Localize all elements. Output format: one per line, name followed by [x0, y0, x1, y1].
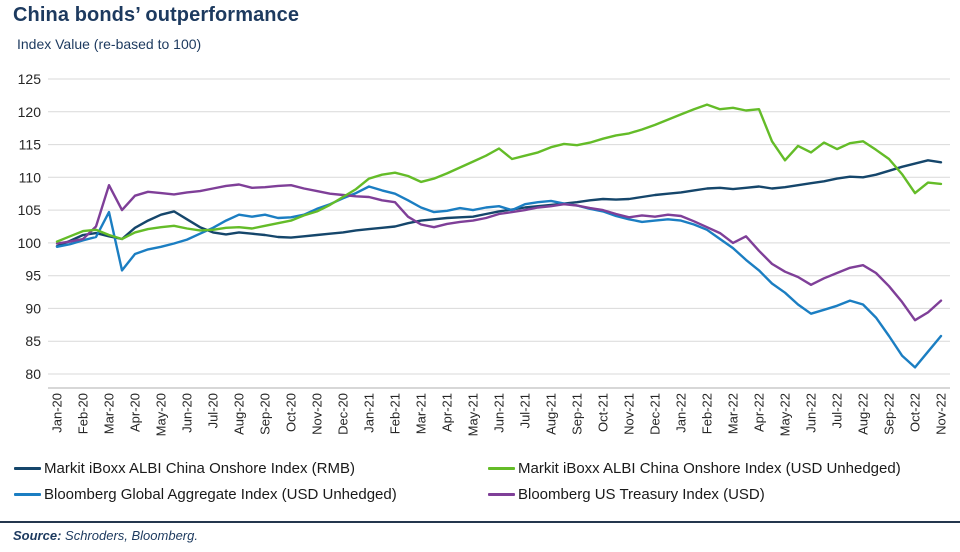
legend-swatch: [14, 467, 41, 470]
svg-text:Dec-20: Dec-20: [336, 393, 351, 435]
svg-text:May-20: May-20: [154, 393, 169, 436]
svg-text:Oct-20: Oct-20: [284, 393, 299, 432]
svg-text:Mar-21: Mar-21: [414, 393, 429, 434]
source-value: Schroders, Bloomberg.: [61, 528, 198, 543]
svg-text:Nov-21: Nov-21: [622, 393, 637, 435]
svg-text:Jun-21: Jun-21: [492, 393, 507, 433]
svg-text:Aug-20: Aug-20: [232, 393, 247, 435]
y-axis-title: Index Value (re-based to 100): [17, 36, 202, 52]
svg-text:115: 115: [19, 137, 42, 153]
svg-text:Jul-20: Jul-20: [206, 393, 221, 428]
svg-text:Jul-22: Jul-22: [830, 393, 845, 428]
svg-text:Aug-22: Aug-22: [856, 393, 871, 435]
svg-text:Jan-22: Jan-22: [674, 393, 689, 433]
svg-text:Oct-22: Oct-22: [908, 393, 923, 432]
svg-text:Apr-20: Apr-20: [128, 393, 143, 432]
svg-text:Jun-20: Jun-20: [180, 393, 195, 433]
svg-text:110: 110: [19, 169, 42, 185]
svg-text:May-21: May-21: [466, 393, 481, 436]
legend-label: Markit iBoxx ALBI China Onshore Index (U…: [518, 460, 901, 477]
svg-text:Apr-22: Apr-22: [752, 393, 767, 432]
line-chart: 80 85 90 95 100 105 110 115 120 125 Jan-20 Feb-20 Ma…: [18, 71, 950, 436]
svg-text:May-22: May-22: [778, 393, 793, 436]
svg-text:125: 125: [18, 71, 42, 87]
svg-text:Oct-21: Oct-21: [596, 393, 611, 432]
svg-text:100: 100: [18, 235, 42, 251]
legend-swatch: [488, 467, 515, 470]
svg-text:95: 95: [25, 268, 41, 284]
legend-label: Bloomberg US Treasury Index (USD): [518, 486, 765, 503]
chart-legend: Markit iBoxx ALBI China Onshore Index (R…: [14, 460, 952, 503]
svg-text:Mar-20: Mar-20: [102, 393, 117, 434]
svg-text:Dec-21: Dec-21: [648, 393, 663, 435]
svg-text:Jul-21: Jul-21: [518, 393, 533, 428]
footer-divider: [0, 521, 960, 523]
page-title: China bonds’ outperformance: [13, 4, 300, 26]
svg-text:Feb-22: Feb-22: [700, 393, 715, 434]
svg-text:80: 80: [25, 366, 41, 382]
svg-text:Apr-21: Apr-21: [440, 393, 455, 432]
svg-text:Nov-22: Nov-22: [934, 393, 949, 435]
svg-text:Aug-21: Aug-21: [544, 393, 559, 435]
source-text: Source: Schroders, Bloomberg.: [13, 528, 198, 543]
svg-text:Mar-22: Mar-22: [726, 393, 741, 434]
legend-item-china-usd: Markit iBoxx ALBI China Onshore Index (U…: [488, 460, 952, 477]
svg-text:Sep-21: Sep-21: [570, 393, 585, 435]
svg-text:90: 90: [25, 300, 41, 316]
svg-text:105: 105: [18, 202, 42, 218]
svg-text:120: 120: [18, 104, 42, 120]
svg-text:Sep-22: Sep-22: [882, 393, 897, 435]
svg-text:Feb-21: Feb-21: [388, 393, 403, 434]
legend-label: Bloomberg Global Aggregate Index (USD Un…: [44, 486, 397, 503]
legend-swatch: [14, 493, 41, 496]
legend-item-us-treasury: Bloomberg US Treasury Index (USD): [488, 486, 952, 503]
svg-text:Jan-21: Jan-21: [362, 393, 377, 433]
legend-swatch: [488, 493, 515, 496]
svg-text:Sep-20: Sep-20: [258, 393, 273, 435]
svg-text:Nov-20: Nov-20: [310, 393, 325, 435]
legend-item-china-rmb: Markit iBoxx ALBI China Onshore Index (R…: [14, 460, 488, 477]
source-label: Source:: [13, 528, 62, 543]
legend-item-global-agg: Bloomberg Global Aggregate Index (USD Un…: [14, 486, 488, 503]
svg-text:85: 85: [25, 333, 41, 349]
svg-text:Feb-20: Feb-20: [76, 393, 91, 434]
legend-label: Markit iBoxx ALBI China Onshore Index (R…: [44, 460, 355, 477]
svg-text:Jan-20: Jan-20: [50, 393, 65, 433]
svg-text:Jun-22: Jun-22: [804, 393, 819, 433]
